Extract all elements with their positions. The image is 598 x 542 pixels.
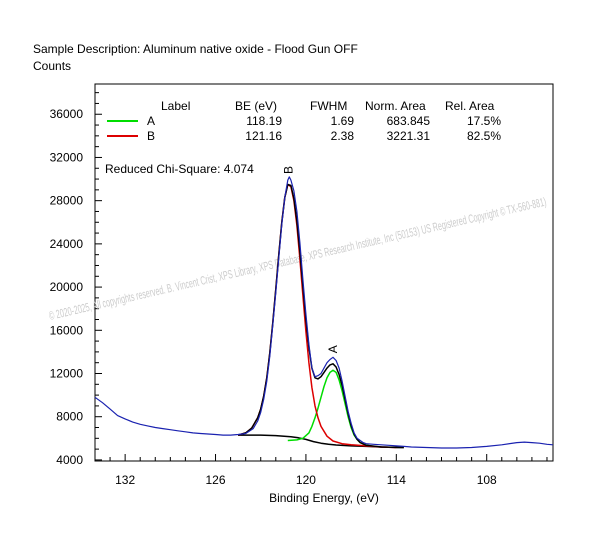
table-b-norm-area: 3221.31 bbox=[387, 129, 431, 143]
y-axis: 4000 8000 12000 16000 20000 24000 28000 32000 36… bbox=[50, 92, 102, 467]
peak-label: A bbox=[326, 345, 340, 353]
y-tick-label: 16000 bbox=[50, 323, 84, 337]
x-tick-label: 108 bbox=[477, 473, 497, 487]
legend-label-a: A bbox=[147, 114, 155, 128]
series-line-background bbox=[238, 434, 404, 449]
series-line-data bbox=[94, 176, 554, 449]
table-b-rel-area: 82.5% bbox=[467, 129, 501, 143]
table-header-label: Label bbox=[161, 99, 190, 113]
legend-table: Label BE (eV) FWHM Norm. Area Rel. Area … bbox=[107, 99, 501, 143]
y-tick-label: 24000 bbox=[50, 237, 84, 251]
series-line-envelope bbox=[237, 183, 404, 449]
x-tick-label: 114 bbox=[387, 473, 406, 487]
plot-frame bbox=[94, 83, 554, 462]
table-b-fwhm: 2.38 bbox=[331, 129, 355, 143]
x-axis-label: Binding Energy, (eV) bbox=[269, 491, 379, 505]
y-tick-label: 36000 bbox=[50, 107, 84, 121]
x-tick-label: 132 bbox=[115, 473, 135, 487]
table-header-norm-area: Norm. Area bbox=[365, 99, 426, 113]
table-a-fwhm: 1.69 bbox=[331, 114, 355, 128]
table-header-rel-area: Rel. Area bbox=[445, 99, 495, 113]
x-tick-label: 120 bbox=[296, 473, 316, 487]
y-tick-label: 28000 bbox=[50, 194, 84, 208]
x-tick-label: 126 bbox=[206, 473, 226, 487]
y-tick-label: 12000 bbox=[50, 367, 84, 381]
table-header-be: BE (eV) bbox=[235, 99, 277, 113]
series-line-a bbox=[287, 369, 374, 448]
series-layer bbox=[94, 176, 554, 449]
peak-labels: BA bbox=[281, 166, 340, 353]
table-b-be: 121.16 bbox=[245, 129, 282, 143]
y-axis-label: Counts bbox=[33, 59, 71, 73]
table-a-rel-area: 17.5% bbox=[467, 114, 501, 128]
x-axis: 132 126 120 114 108 bbox=[94, 454, 548, 487]
table-a-norm-area: 683.845 bbox=[387, 114, 431, 128]
table-a-be: 118.19 bbox=[246, 114, 282, 128]
chi-square-label: Reduced Chi-Square: 4.074 bbox=[105, 162, 254, 176]
table-header-fwhm: FWHM bbox=[310, 99, 347, 113]
y-tick-label: 20000 bbox=[50, 280, 84, 294]
chart-title: Sample Description: Aluminum native oxid… bbox=[33, 42, 358, 56]
y-tick-label: 32000 bbox=[50, 150, 84, 164]
y-tick-label: 4000 bbox=[56, 453, 83, 467]
y-tick-label: 8000 bbox=[56, 410, 83, 424]
peak-label: B bbox=[281, 166, 295, 174]
legend-label-b: B bbox=[147, 129, 155, 143]
